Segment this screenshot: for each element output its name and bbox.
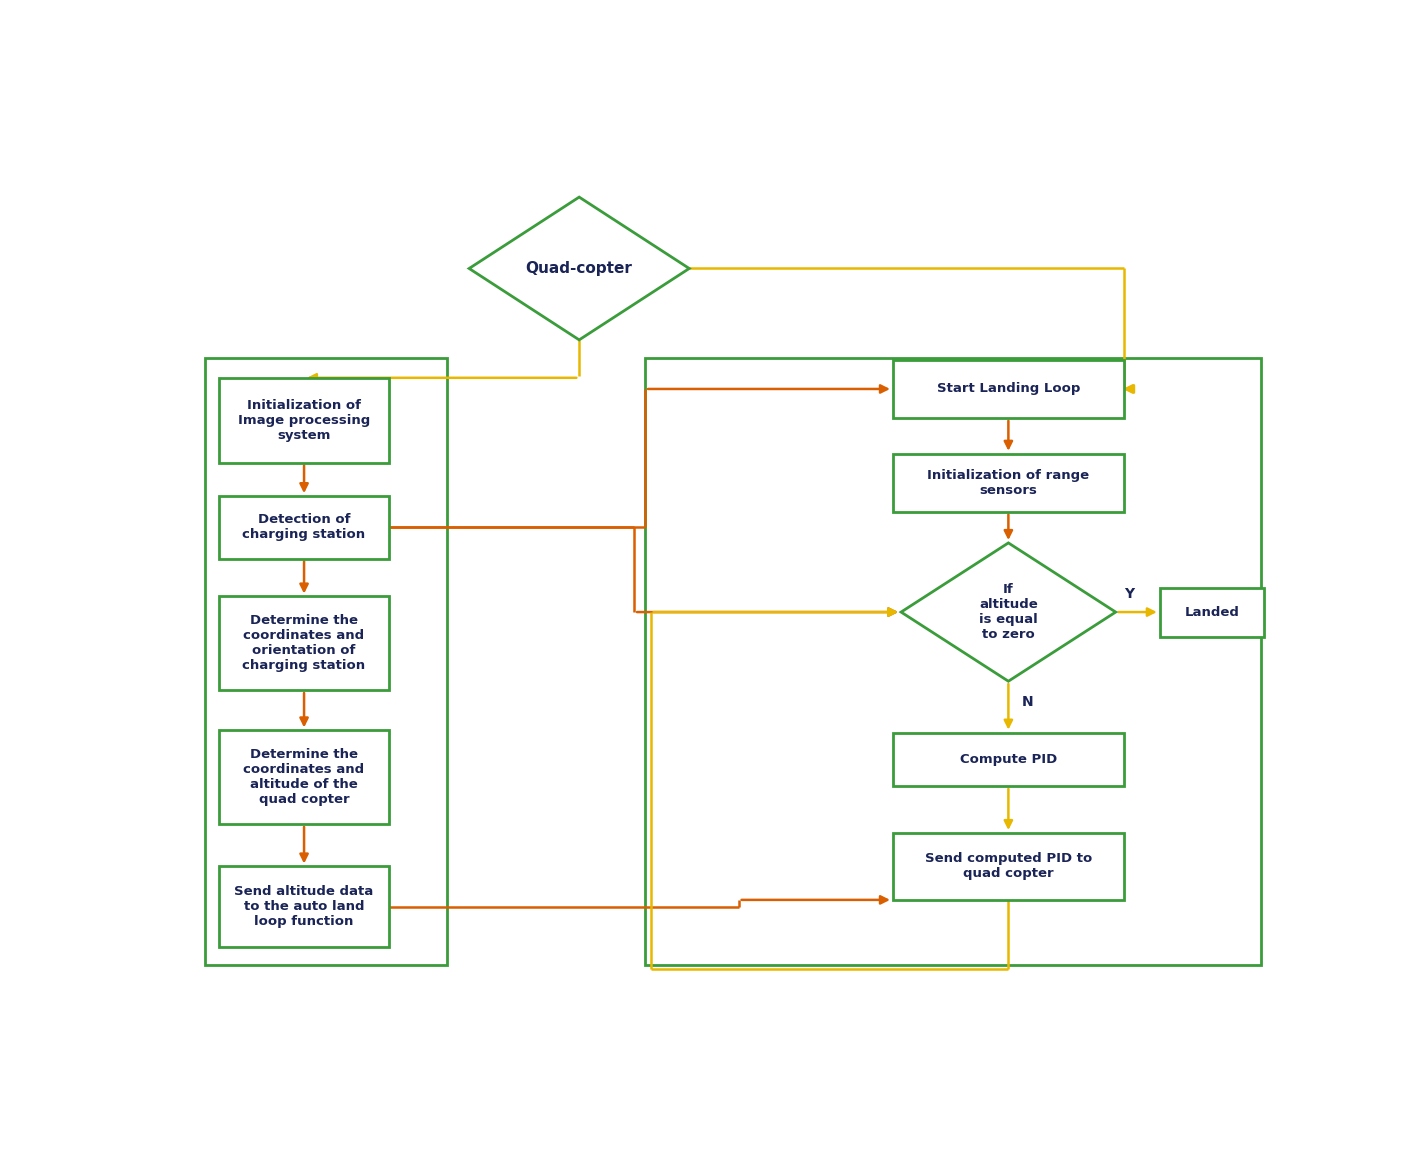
Text: Y: Y bbox=[1125, 588, 1135, 602]
FancyBboxPatch shape bbox=[1160, 588, 1264, 636]
FancyBboxPatch shape bbox=[645, 358, 1261, 964]
FancyBboxPatch shape bbox=[893, 732, 1125, 786]
Text: N: N bbox=[1021, 694, 1034, 708]
Text: Determine the
coordinates and
altitude of the
quad copter: Determine the coordinates and altitude o… bbox=[243, 749, 365, 807]
FancyBboxPatch shape bbox=[204, 358, 447, 964]
Text: Detection of
charging station: Detection of charging station bbox=[243, 513, 365, 541]
Text: Initialization of range
sensors: Initialization of range sensors bbox=[927, 468, 1089, 497]
FancyBboxPatch shape bbox=[219, 867, 389, 947]
Text: Compute PID: Compute PID bbox=[960, 753, 1056, 766]
FancyBboxPatch shape bbox=[219, 730, 389, 824]
Text: Quad-copter: Quad-copter bbox=[525, 261, 633, 276]
Text: Send computed PID to
quad copter: Send computed PID to quad copter bbox=[924, 852, 1092, 881]
FancyBboxPatch shape bbox=[219, 496, 389, 559]
FancyBboxPatch shape bbox=[219, 597, 389, 690]
Text: Send altitude data
to the auto land
loop function: Send altitude data to the auto land loop… bbox=[234, 885, 373, 928]
Text: If
altitude
is equal
to zero: If altitude is equal to zero bbox=[978, 583, 1038, 641]
FancyBboxPatch shape bbox=[893, 833, 1125, 899]
Text: Initialization of
Image processing
system: Initialization of Image processing syste… bbox=[239, 399, 371, 442]
Text: Determine the
coordinates and
orientation of
charging station: Determine the coordinates and orientatio… bbox=[243, 614, 365, 672]
Text: Start Landing Loop: Start Landing Loop bbox=[937, 382, 1081, 395]
FancyBboxPatch shape bbox=[893, 453, 1125, 511]
FancyBboxPatch shape bbox=[893, 360, 1125, 418]
FancyBboxPatch shape bbox=[219, 378, 389, 462]
Text: Landed: Landed bbox=[1184, 605, 1240, 619]
